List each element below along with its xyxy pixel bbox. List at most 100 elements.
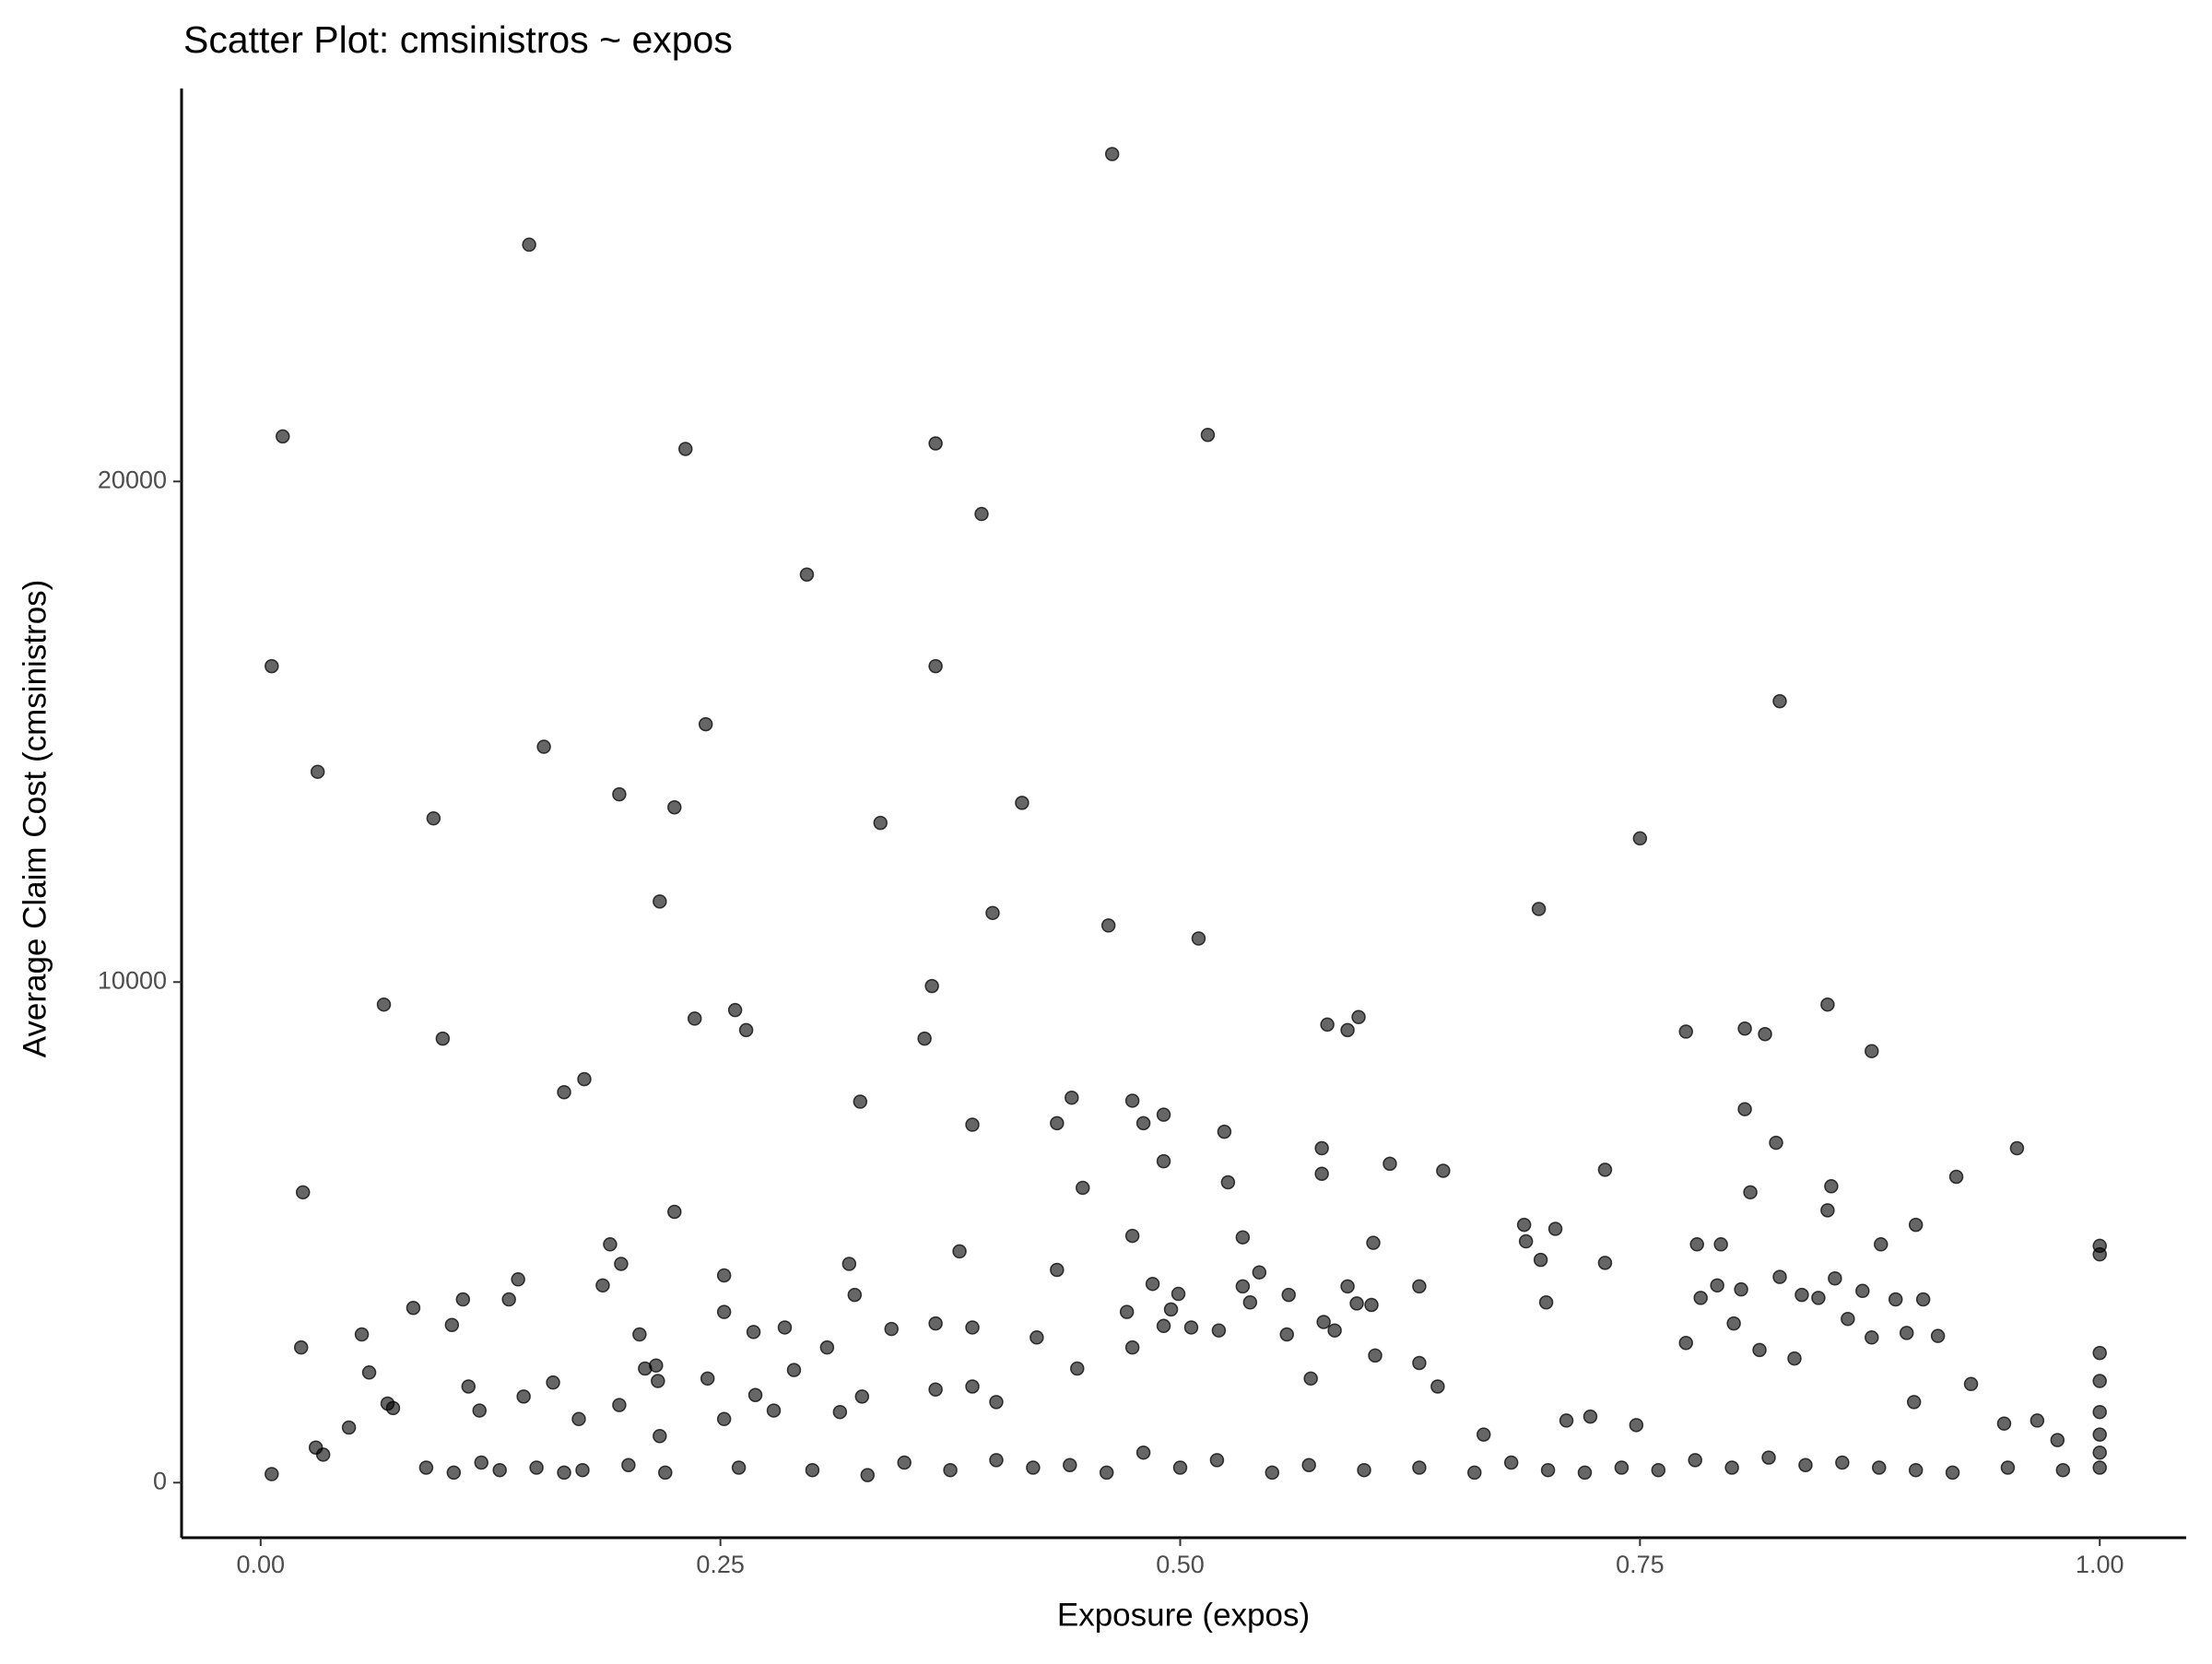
point bbox=[1597, 1162, 1613, 1177]
point bbox=[1026, 1460, 1041, 1475]
point bbox=[1301, 1457, 1316, 1473]
point bbox=[1135, 1115, 1151, 1131]
point bbox=[455, 1292, 471, 1307]
point bbox=[1436, 1163, 1451, 1178]
point bbox=[1145, 1276, 1160, 1292]
point bbox=[1737, 1021, 1752, 1036]
point bbox=[461, 1379, 477, 1394]
point bbox=[738, 1022, 754, 1038]
point bbox=[924, 978, 939, 994]
point bbox=[361, 1365, 377, 1380]
point bbox=[1855, 1283, 1870, 1299]
point bbox=[1156, 1153, 1171, 1169]
point bbox=[1357, 1462, 1371, 1478]
point bbox=[1265, 1465, 1280, 1481]
point bbox=[1518, 1233, 1534, 1249]
point bbox=[1124, 1339, 1140, 1355]
point bbox=[928, 1316, 943, 1331]
point bbox=[2000, 1460, 2016, 1475]
point bbox=[1908, 1217, 1924, 1233]
chart-title: Scatter Plot: cmsinistros ~ expos bbox=[183, 18, 733, 61]
point bbox=[614, 1257, 629, 1271]
point bbox=[1314, 1166, 1329, 1181]
point bbox=[1099, 1465, 1114, 1481]
point bbox=[1281, 1287, 1296, 1303]
point bbox=[1963, 1376, 1979, 1392]
point bbox=[653, 1429, 667, 1444]
point bbox=[1908, 1462, 1924, 1478]
point bbox=[1467, 1465, 1482, 1481]
point bbox=[677, 442, 693, 456]
point bbox=[406, 1301, 421, 1316]
point bbox=[1752, 1342, 1767, 1358]
point bbox=[1209, 1453, 1225, 1468]
point bbox=[1349, 1296, 1364, 1311]
point bbox=[700, 1371, 715, 1387]
point bbox=[1050, 1262, 1065, 1278]
point bbox=[2092, 1460, 2107, 1475]
point bbox=[1678, 1024, 1693, 1039]
point bbox=[1888, 1292, 1903, 1307]
point bbox=[974, 506, 989, 522]
point bbox=[1996, 1416, 2012, 1431]
point bbox=[435, 1031, 451, 1046]
point bbox=[1713, 1237, 1728, 1252]
point bbox=[1252, 1265, 1267, 1280]
point bbox=[1614, 1460, 1630, 1475]
point bbox=[799, 567, 815, 583]
point bbox=[492, 1462, 507, 1478]
point bbox=[651, 1374, 665, 1388]
point bbox=[1865, 1044, 1879, 1058]
point bbox=[746, 1325, 761, 1339]
point bbox=[1124, 1093, 1140, 1108]
point bbox=[1220, 1174, 1236, 1190]
point bbox=[832, 1404, 848, 1420]
point bbox=[632, 1327, 647, 1342]
point bbox=[943, 1462, 958, 1478]
point bbox=[1279, 1327, 1294, 1342]
point bbox=[1820, 997, 1835, 1012]
point bbox=[1320, 1017, 1335, 1033]
point bbox=[376, 997, 392, 1012]
point bbox=[687, 1011, 702, 1026]
point bbox=[1050, 1115, 1065, 1131]
point bbox=[716, 1411, 732, 1427]
point bbox=[1820, 1203, 1835, 1218]
point bbox=[2050, 1433, 2065, 1447]
point bbox=[1015, 796, 1030, 810]
point bbox=[1945, 1465, 1960, 1481]
point bbox=[446, 1465, 462, 1481]
point bbox=[716, 1268, 732, 1283]
point bbox=[1430, 1379, 1445, 1394]
point bbox=[575, 1462, 590, 1478]
point bbox=[1303, 1371, 1318, 1387]
point bbox=[1824, 1179, 1839, 1194]
point bbox=[965, 1320, 980, 1335]
point bbox=[536, 739, 551, 754]
point bbox=[1531, 902, 1547, 916]
x-tick-label: 1.00 bbox=[2076, 1551, 2124, 1578]
point bbox=[667, 800, 682, 815]
point bbox=[1651, 1462, 1666, 1478]
point bbox=[1559, 1413, 1574, 1428]
point bbox=[698, 716, 713, 732]
x-axis-title: Exposure (expos) bbox=[1057, 1597, 1310, 1633]
point bbox=[310, 764, 325, 779]
point bbox=[853, 1094, 868, 1109]
point bbox=[2092, 1374, 2107, 1388]
point bbox=[546, 1375, 560, 1390]
point bbox=[1547, 1221, 1563, 1236]
point bbox=[965, 1379, 980, 1394]
point bbox=[860, 1468, 876, 1482]
point bbox=[1710, 1278, 1724, 1293]
point bbox=[873, 815, 888, 831]
point bbox=[766, 1403, 782, 1418]
point bbox=[595, 1278, 610, 1293]
point bbox=[786, 1363, 802, 1377]
point bbox=[1538, 1295, 1554, 1310]
point bbox=[1065, 1090, 1079, 1105]
point bbox=[1899, 1326, 1914, 1340]
point bbox=[1835, 1455, 1850, 1470]
point bbox=[1516, 1217, 1532, 1233]
point bbox=[917, 1031, 932, 1046]
